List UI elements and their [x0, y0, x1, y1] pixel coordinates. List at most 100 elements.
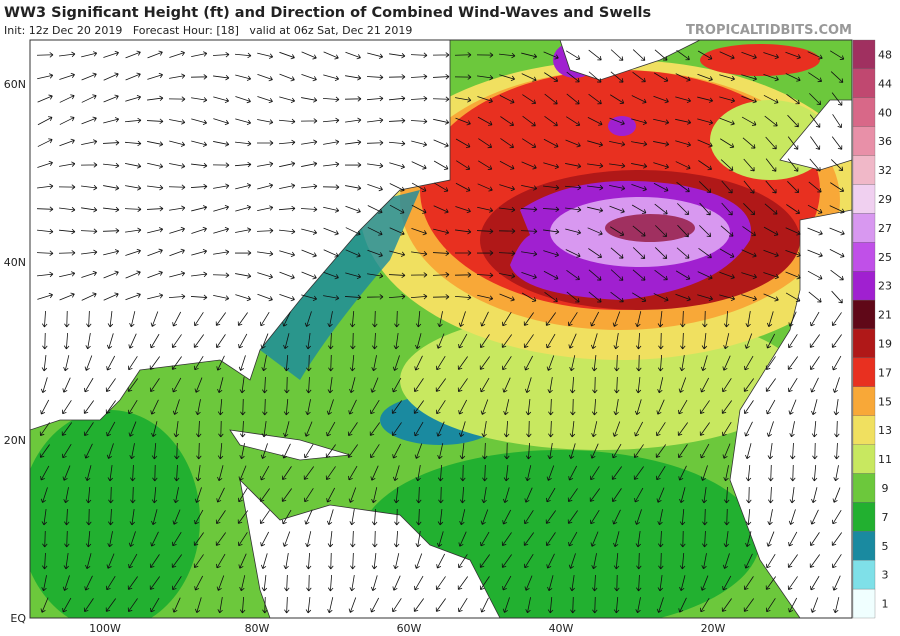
arrow	[213, 96, 230, 103]
arrow	[587, 117, 603, 126]
arrow	[147, 248, 163, 257]
arrow	[416, 486, 422, 504]
arrow	[543, 184, 560, 191]
arrow	[454, 294, 472, 301]
arrow	[588, 71, 602, 83]
arrow	[745, 443, 752, 460]
arrow	[613, 596, 620, 614]
arrow	[61, 422, 73, 436]
arrow	[719, 248, 735, 258]
arrow	[261, 575, 268, 592]
arrow	[458, 597, 468, 613]
arrow	[499, 52, 516, 59]
arrow	[500, 116, 514, 127]
arrow	[279, 271, 295, 280]
arrow	[699, 202, 711, 216]
arrow	[675, 270, 691, 280]
arrow	[766, 333, 776, 349]
arrow	[590, 443, 599, 459]
arrow	[633, 444, 644, 458]
arrow	[239, 420, 246, 438]
arrow	[787, 554, 798, 568]
arrow	[147, 141, 164, 147]
arrow	[433, 160, 449, 170]
arrow	[477, 294, 494, 301]
arrow	[785, 227, 801, 236]
arrow	[257, 293, 273, 302]
arrow	[85, 553, 92, 570]
arrow	[81, 270, 97, 278]
arrow	[700, 355, 708, 371]
arrow	[237, 510, 249, 524]
colorbar-label: 3	[882, 569, 889, 582]
arrow	[433, 182, 449, 192]
arrow	[169, 73, 186, 79]
arrow	[697, 96, 714, 103]
arrow	[86, 508, 92, 526]
arrow	[326, 509, 334, 525]
arrow	[787, 114, 799, 128]
arrow	[194, 597, 202, 613]
colorbar-label: 44	[878, 77, 892, 90]
arrow	[415, 465, 421, 482]
arrow	[788, 509, 796, 525]
arrow	[388, 118, 406, 124]
arrow	[127, 378, 139, 392]
arrow	[499, 293, 515, 302]
arrow	[657, 354, 664, 372]
arrow	[543, 51, 559, 60]
arrow	[479, 356, 491, 370]
arrow	[391, 598, 402, 613]
arrow	[653, 95, 669, 104]
arrow	[128, 333, 137, 349]
arrow	[323, 206, 340, 213]
arrow	[697, 50, 713, 60]
arrow	[36, 250, 54, 256]
arrow	[502, 575, 512, 591]
arrow	[721, 598, 732, 612]
arrow	[481, 487, 487, 504]
arrow	[569, 421, 576, 438]
arrow	[788, 377, 798, 393]
arrow	[524, 487, 533, 503]
arrow	[480, 377, 490, 393]
arrow	[567, 510, 578, 524]
arrow	[499, 184, 515, 192]
arrow	[610, 247, 624, 259]
arrow	[81, 72, 97, 81]
arrow	[564, 184, 582, 191]
brand: TROPICALTIDBITS.COM	[686, 23, 852, 38]
arrow	[744, 355, 754, 371]
arrow	[217, 442, 224, 460]
arrow	[80, 228, 98, 234]
arrow	[831, 159, 844, 171]
arrow	[675, 73, 691, 82]
arrow	[85, 465, 92, 482]
arrow	[699, 422, 710, 436]
arrow	[635, 311, 642, 328]
arrow	[587, 206, 604, 213]
arrow	[742, 226, 756, 237]
arrow	[411, 227, 427, 236]
arrow	[763, 52, 779, 60]
arrow	[40, 597, 49, 613]
arrow	[610, 49, 624, 61]
arrow	[239, 575, 246, 592]
arrow	[437, 464, 444, 482]
arrow	[327, 377, 333, 394]
arrow	[524, 553, 534, 569]
arrow	[328, 552, 334, 570]
arrow	[367, 117, 384, 124]
arrow	[768, 486, 774, 504]
arrow	[81, 207, 98, 213]
arrow	[787, 181, 800, 194]
arrow	[213, 118, 229, 126]
arrow	[438, 486, 444, 504]
colorbar-label: 13	[878, 424, 892, 437]
arrow	[454, 74, 472, 80]
arrow	[829, 205, 845, 214]
colorbar-segment	[852, 97, 876, 127]
arrow	[613, 531, 620, 548]
arrow	[436, 355, 446, 371]
